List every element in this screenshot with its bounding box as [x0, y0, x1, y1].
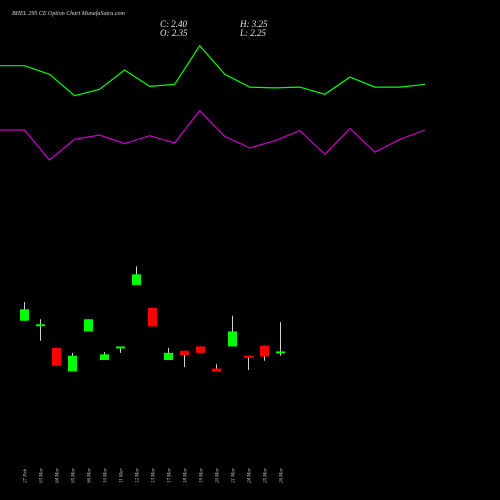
- candle-04-mar: [52, 347, 61, 366]
- candle-body: [180, 350, 189, 355]
- x-tick-label: 03 Mar: [40, 468, 45, 483]
- candle-body: [36, 324, 45, 327]
- candle-25-mar: [276, 322, 285, 356]
- candle-body: [132, 274, 141, 285]
- candle-body: [100, 354, 109, 360]
- close-label: C: 2.40: [160, 19, 188, 29]
- candle-body: [20, 309, 29, 321]
- x-tick-label: 27 Feb: [24, 468, 29, 483]
- x-tick-label: 13 Mar: [152, 468, 157, 483]
- candle-05-mar: [68, 352, 77, 372]
- x-tick-label: 18 Mar: [184, 468, 189, 483]
- candle-12-mar: [132, 266, 141, 285]
- candle-03-mar: [36, 319, 45, 341]
- x-tick-label: 12 Mar: [136, 468, 141, 483]
- candle-06-mar: [84, 319, 93, 332]
- candle-body: [212, 368, 221, 372]
- chart-title: BHEL 295 CE Option Chart MunafaSutra.com: [12, 10, 126, 17]
- x-tick-label: 19 Mar: [200, 468, 205, 483]
- candle-body: [196, 346, 205, 353]
- x-tick-label: 11 Mar: [120, 468, 125, 483]
- candle-body: [244, 355, 253, 358]
- candle-10-mar: [100, 352, 109, 360]
- x-tick-label: 25 Mar: [264, 468, 269, 483]
- candle-body: [260, 345, 269, 357]
- x-tick-label: 05 Mar: [72, 468, 77, 483]
- upper-indicator-line: [0, 44, 426, 97]
- x-tick-label: 06 Mar: [88, 468, 93, 483]
- x-tick-label: 04 Mar: [56, 468, 61, 483]
- candle-body: [52, 347, 61, 366]
- candle-20-mar: [228, 315, 237, 347]
- candle-11-mar: [116, 346, 125, 353]
- candle-24-mar: [260, 345, 269, 361]
- candle-body: [228, 331, 237, 347]
- candle-13-mar: [148, 307, 157, 327]
- indicator-lines: [0, 44, 426, 161]
- x-tick-label: 17 Mar: [168, 468, 173, 483]
- lower-indicator-line: [0, 109, 426, 161]
- candle-19-mar: [212, 364, 221, 372]
- x-tick-label: 24 Mar: [248, 468, 253, 483]
- candle-body: [84, 319, 93, 332]
- x-tick-label: 26 Mar: [280, 468, 285, 483]
- candle-18-mar: [196, 346, 205, 353]
- candles: [20, 266, 285, 372]
- candle-body: [68, 355, 77, 372]
- candle-body: [276, 351, 285, 354]
- open-label: O: 2.35: [160, 28, 188, 38]
- x-axis-labels: 27 Feb 03 Mar 04 Mar 05 Mar 06 Mar 10 Mar 11 M…: [24, 468, 285, 483]
- candle-body: [164, 352, 173, 360]
- candle-16-mar: [164, 347, 173, 360]
- candle-17-mar: [180, 350, 189, 368]
- candle-21-mar: [244, 355, 253, 370]
- low-label: L: 2.25: [239, 28, 267, 38]
- candle-body: [148, 307, 157, 327]
- x-tick-label: 10 Mar: [104, 468, 109, 483]
- high-label: H: 3.25: [239, 19, 268, 29]
- candle-body: [116, 346, 125, 349]
- candle-27-feb: [20, 302, 29, 321]
- x-tick-label: 20 Mar: [216, 468, 221, 483]
- x-tick-label: 21 Mar: [232, 468, 237, 483]
